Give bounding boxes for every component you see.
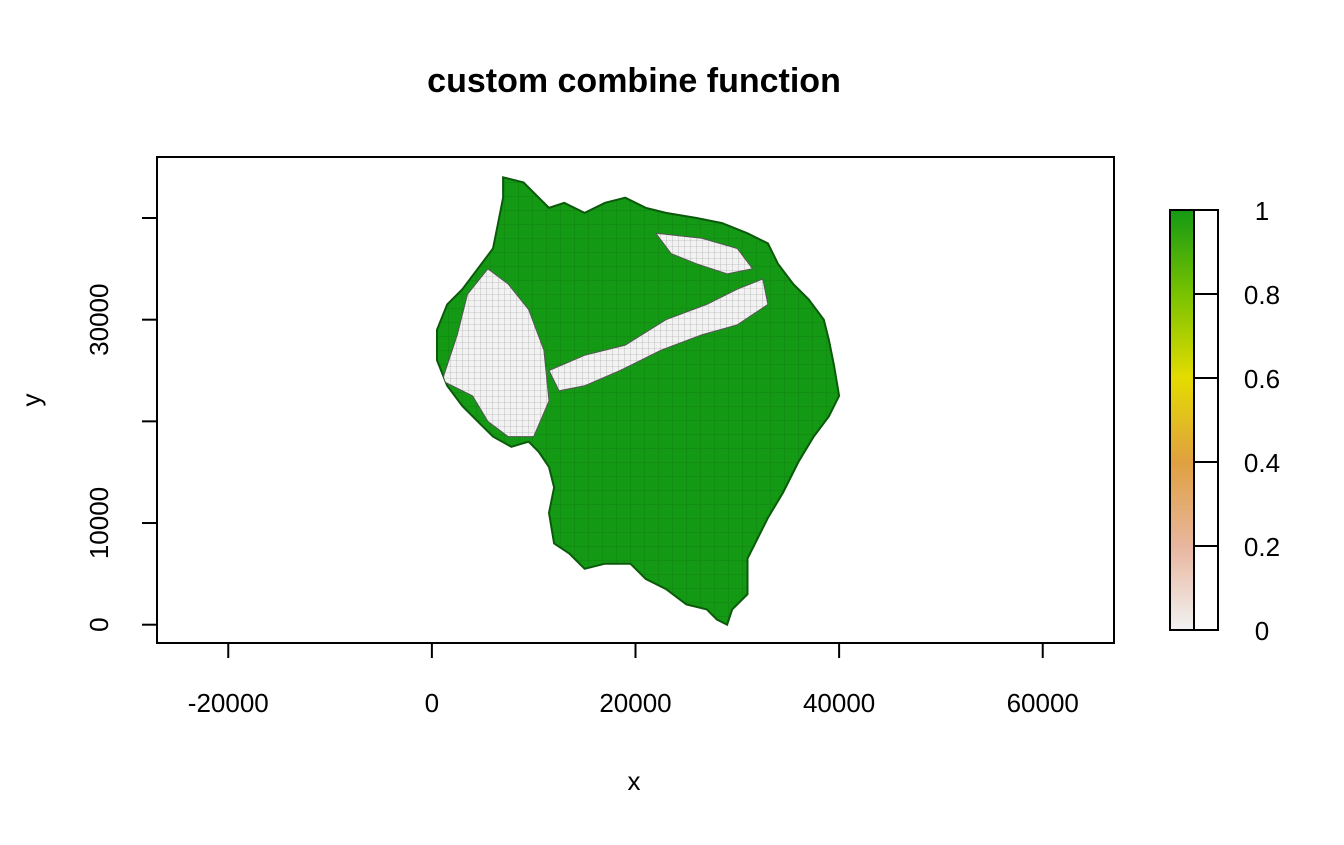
raster-map — [436, 176, 841, 627]
color-legend: 0 0.2 0.4 0.6 0.8 1 — [1169, 196, 1280, 646]
y-tick-label: 0 — [84, 617, 114, 631]
x-tick-label: -20000 — [188, 688, 269, 718]
y-tick-label: 30000 — [84, 284, 114, 356]
legend-tick-label: 0 — [1255, 616, 1269, 646]
x-axis: -20000 0 20000 40000 60000 — [188, 642, 1079, 718]
x-tick-label: 20000 — [599, 688, 671, 718]
legend-tick-label: 0.2 — [1244, 532, 1280, 562]
low-value-patch-cells — [442, 268, 549, 437]
x-tick-label: 40000 — [803, 688, 875, 718]
low-value-patches — [441, 232, 769, 438]
y-tick-label: 10000 — [84, 487, 114, 559]
legend-colorbar — [1170, 210, 1194, 630]
legend-ticks: 0 0.2 0.4 0.6 0.8 1 — [1194, 196, 1280, 646]
x-tick-label: 60000 — [1007, 688, 1079, 718]
legend-tick-label: 0.8 — [1244, 280, 1280, 310]
low-value-patch-cells — [549, 279, 768, 391]
low-value-patch-cells — [655, 233, 753, 274]
legend-tick-label: 0.6 — [1244, 364, 1280, 394]
y-axis-label: y — [16, 394, 46, 407]
legend-tick-label: 0.4 — [1244, 448, 1280, 478]
x-tick-label: 0 — [425, 688, 439, 718]
y-axis: 0 10000 30000 — [84, 217, 158, 632]
chart-title: custom combine function — [427, 62, 841, 100]
legend-tick-label: 1 — [1255, 196, 1269, 226]
x-axis-label: x — [628, 766, 641, 796]
